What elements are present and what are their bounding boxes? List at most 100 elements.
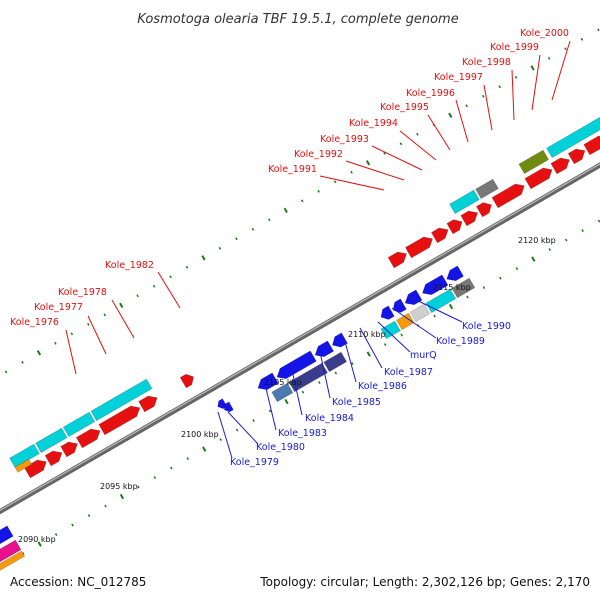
tick-upper xyxy=(201,255,206,261)
forward-cds-arrow xyxy=(138,395,158,413)
reverse-cds-arrow xyxy=(257,372,279,391)
gene-label-kole-1996[interactable]: Kole_1996 xyxy=(406,88,455,99)
kbp-label-2120: 2120 kbp xyxy=(518,236,556,245)
reverse-cds-arrow xyxy=(446,265,464,282)
tick-lower xyxy=(54,533,58,537)
tick-upper xyxy=(365,160,371,166)
gene-label-kole-1985[interactable]: Kole_1985 xyxy=(332,397,381,408)
tick-upper xyxy=(54,341,57,345)
gene-label-kole-1977[interactable]: Kole_1977 xyxy=(34,302,83,313)
reverse-misc-feature xyxy=(0,550,26,571)
gene-label-kole-1990[interactable]: Kole_1990 xyxy=(462,321,511,332)
tick-lower xyxy=(202,446,207,452)
tick-lower xyxy=(400,333,403,337)
tick-lower xyxy=(383,343,387,347)
tick-lower xyxy=(334,371,338,375)
leader-reverse xyxy=(343,337,357,383)
leader-forward xyxy=(65,329,77,375)
forward-cds-arrow xyxy=(387,251,407,269)
gene-label-kole-1989[interactable]: Kole_1989 xyxy=(436,336,485,347)
gene-label-kole-1992[interactable]: Kole_1992 xyxy=(294,149,343,160)
map-title: Kosmotoga olearia TBF 19.5.1, complete g… xyxy=(137,12,458,27)
forward-cds-arrow xyxy=(98,405,141,436)
gene-label-kole-1983[interactable]: Kole_1983 xyxy=(278,428,327,439)
tick-lower xyxy=(318,381,321,385)
reverse-cds-arrow xyxy=(332,332,348,348)
tick-lower xyxy=(482,286,486,290)
forward-gene-bar xyxy=(518,149,550,175)
leader-forward xyxy=(157,271,181,309)
forward-cds-arrow xyxy=(446,219,463,235)
forward-misc-feature xyxy=(14,458,33,473)
tick-upper xyxy=(317,189,320,193)
gene-label-kole-2000[interactable]: Kole_2000 xyxy=(520,28,569,39)
gene-label-kole-1979[interactable]: Kole_1979 xyxy=(230,457,279,468)
tick-lower xyxy=(21,552,25,556)
tick-upper xyxy=(597,28,600,32)
forward-cds-arrow xyxy=(75,428,101,449)
leader-forward xyxy=(511,69,515,121)
gene-label-kole-1993[interactable]: Kole_1993 xyxy=(320,134,369,145)
gene-label-kole-1986[interactable]: Kole_1986 xyxy=(358,381,407,392)
tick-upper xyxy=(465,104,469,108)
tick-lower xyxy=(87,514,91,518)
gene-label-kole-1984[interactable]: Kole_1984 xyxy=(305,413,354,424)
tick-upper xyxy=(36,350,42,356)
tick-upper xyxy=(251,227,255,231)
leader-forward xyxy=(455,99,469,143)
tick-upper xyxy=(530,65,535,71)
reverse-cds-arrow xyxy=(421,274,449,296)
tick-lower xyxy=(252,419,255,423)
gene-label-kole-1995[interactable]: Kole_1995 xyxy=(380,102,429,113)
tick-lower xyxy=(71,523,74,527)
gene-label-kole-1991[interactable]: Kole_1991 xyxy=(268,164,317,175)
tick-lower xyxy=(499,276,502,280)
tick-lower xyxy=(219,438,222,442)
tick-upper xyxy=(333,180,337,184)
reverse-gene-bar xyxy=(380,320,401,340)
gene-label-kole-1978[interactable]: Kole_1978 xyxy=(58,287,107,298)
gene-label-kole-1976[interactable]: Kole_1976 xyxy=(10,317,59,328)
reverse-small-cds xyxy=(223,401,234,413)
gene-label-kole-1987[interactable]: Kole_1987 xyxy=(384,367,433,378)
tick-upper xyxy=(481,94,485,98)
tick-upper xyxy=(152,284,156,288)
reverse-cds-arrow xyxy=(404,289,423,306)
tick-upper xyxy=(547,56,551,60)
tick-upper xyxy=(350,170,353,174)
tick-upper xyxy=(185,265,189,269)
gene-label-kole-1999[interactable]: Kole_1999 xyxy=(490,42,539,53)
tick-upper xyxy=(70,332,74,336)
gene-label-kole-1994[interactable]: Kole_1994 xyxy=(349,118,398,129)
tick-upper xyxy=(87,322,90,326)
kbp-label-2100: 2100 kbp xyxy=(181,430,219,439)
gene-label-kole-1982[interactable]: Kole_1982 xyxy=(105,260,154,271)
tick-upper xyxy=(383,151,386,155)
tick-lower xyxy=(531,256,536,262)
tick-upper xyxy=(300,199,304,203)
tick-lower xyxy=(466,295,469,299)
reverse-gene-bar xyxy=(271,382,294,403)
gene-features xyxy=(0,116,600,571)
leader-reverse xyxy=(359,327,383,369)
kbp-label-2110: 2110 kbp xyxy=(348,330,386,339)
accession-text: Accession: NC_012785 xyxy=(10,575,146,589)
gene-label-kole-1980[interactable]: Kole_1980 xyxy=(256,442,305,453)
leader-forward xyxy=(427,114,451,151)
gene-label-kole-1997[interactable]: Kole_1997 xyxy=(434,72,483,83)
gene-label-murq[interactable]: murQ xyxy=(410,350,437,361)
reverse-gene-bar xyxy=(451,277,476,299)
gene-label-kole-1998[interactable]: Kole_1998 xyxy=(462,57,511,68)
genome-backbone xyxy=(0,162,600,515)
forward-cds-arrow xyxy=(430,227,449,244)
tick-upper xyxy=(218,246,222,250)
tick-upper xyxy=(21,360,24,364)
leader-forward xyxy=(483,84,493,131)
tick-upper xyxy=(498,85,501,89)
tick-lower xyxy=(284,398,289,405)
forward-gene-bar xyxy=(35,427,68,454)
tick-upper xyxy=(119,302,124,308)
forward-cds-arrow xyxy=(404,236,433,259)
forward-cds-arrow xyxy=(44,450,63,467)
